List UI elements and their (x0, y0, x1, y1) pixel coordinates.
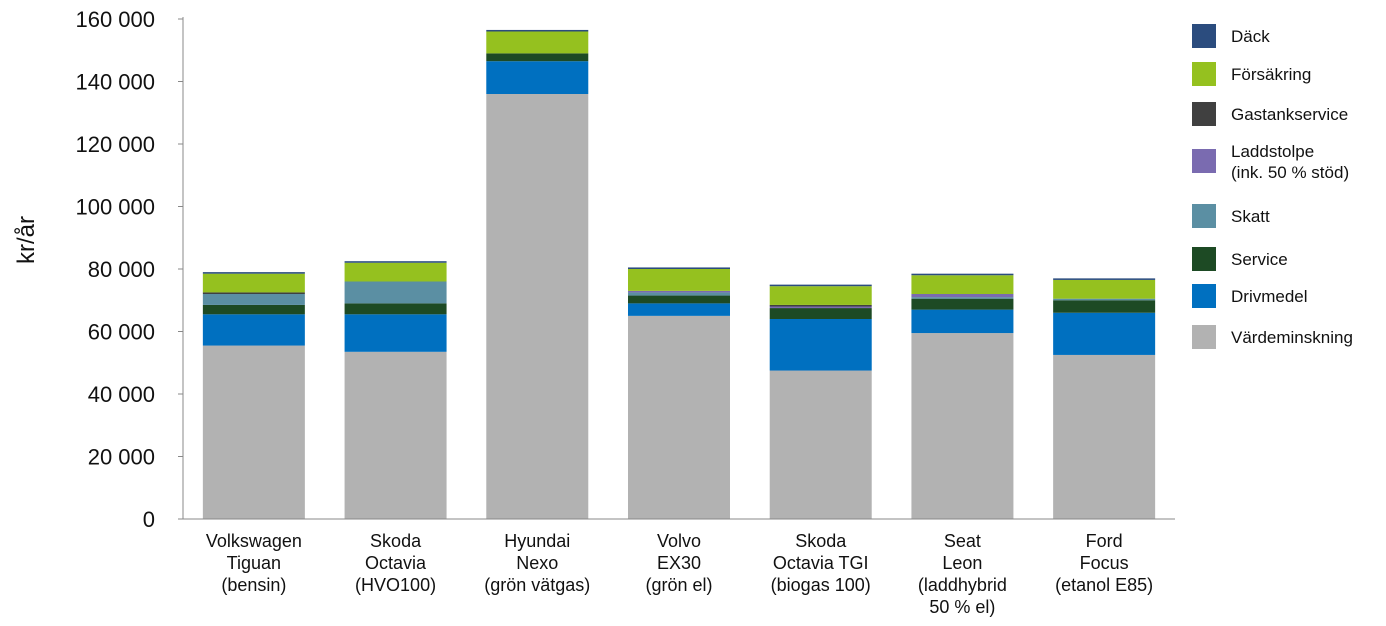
bar-segment (628, 303, 730, 316)
bar-segment (1053, 298, 1156, 301)
x-tick-label: Volvo EX30 (grön el) (645, 531, 712, 595)
y-axis: 0 20 000 40 000 60 000 80 000 100 000 120 000 1… (75, 7, 184, 532)
legend-item: Gastankservice (1192, 102, 1348, 126)
legend-item: Försäkring (1192, 62, 1311, 86)
bar-segment (911, 297, 1014, 299)
bar-segment (769, 304, 872, 307)
legend-item: Värdeminskning (1192, 325, 1353, 349)
legend-swatch (1192, 24, 1216, 48)
bar-segment (344, 281, 447, 304)
bars (202, 29, 1156, 519)
bar-segment (202, 273, 305, 293)
bar-segment (202, 294, 305, 305)
bar-segment (486, 31, 589, 54)
y-tick-label: 100 000 (75, 195, 155, 220)
bar-segment (344, 314, 447, 352)
y-tick-label: 20 000 (88, 445, 155, 470)
legend-swatch (1192, 102, 1216, 126)
legend-label: Gastankservice (1231, 105, 1348, 124)
bar-segment (769, 370, 872, 519)
x-tick-label: Hyundai Nexo (grön vätgas) (484, 531, 590, 595)
legend-item: Drivmedel (1192, 284, 1308, 308)
x-axis: Volkswagen Tiguan (bensin) Skoda Octavia (HVO… (183, 518, 1175, 617)
y-tick-label: 140 000 (75, 70, 155, 95)
bar-segment (1053, 278, 1156, 280)
bar-segment (769, 308, 872, 319)
bar-segment (1053, 300, 1156, 313)
y-tick-label: 40 000 (88, 382, 155, 407)
legend-label: Däck (1231, 27, 1270, 46)
x-tick-label: Skoda Octavia (HVO100) (355, 531, 436, 595)
bar-segment (769, 306, 872, 309)
legend-swatch (1192, 325, 1216, 349)
legend: Däck Försäkring Gastankservice Laddstolpe (i… (1192, 24, 1353, 349)
bar-segment (628, 295, 730, 304)
bar-segment (911, 333, 1014, 519)
bar-segment (202, 292, 305, 294)
legend-item: Skatt (1192, 204, 1270, 228)
bar-segment (628, 269, 730, 291)
legend-label: Service (1231, 250, 1288, 269)
bar-segment (344, 261, 447, 263)
bar-segment (1053, 354, 1156, 519)
x-tick-label: Skoda Octavia TGI (biogas 100) (771, 531, 871, 595)
bar-segment (911, 273, 1014, 276)
legend-label: Värdeminskning (1231, 328, 1353, 347)
bar-segment (1053, 279, 1156, 299)
y-axis-title: kr/år (13, 216, 40, 264)
bar-segment (202, 345, 305, 519)
bar-segment (344, 262, 447, 282)
bar-segment (911, 298, 1014, 310)
bar-segment (344, 351, 447, 519)
bar-segment (911, 294, 1014, 298)
bar-segment (486, 61, 589, 94)
bar-segment (486, 29, 589, 32)
bar-segment (486, 53, 589, 62)
bar-segment (911, 309, 1014, 334)
bar-segment (628, 267, 730, 269)
x-tick-label: Seat Leon (laddhybrid 50 % el) (918, 531, 1007, 617)
bar-segment (202, 272, 305, 274)
bar-segment (628, 292, 730, 296)
bar-segment (769, 319, 872, 371)
y-tick-label: 60 000 (88, 320, 155, 345)
bar-segment (1053, 312, 1156, 355)
bar-segment (769, 284, 872, 287)
y-tick-label: 160 000 (75, 7, 155, 32)
bar-segment (628, 290, 730, 293)
x-tick-label: Ford Focus (etanol E85) (1055, 531, 1153, 595)
legend-label: Laddstolpe (ink. 50 % stöd) (1231, 142, 1349, 182)
bar-segment (911, 275, 1014, 294)
y-tick-label: 80 000 (88, 257, 155, 282)
bar-segment (344, 303, 447, 315)
legend-label: Försäkring (1231, 65, 1311, 84)
legend-item: Service (1192, 247, 1288, 271)
bar-segment (486, 94, 589, 519)
bar-segment (769, 286, 872, 305)
bar-segment (202, 304, 305, 315)
bar-segment (202, 314, 305, 346)
legend-label: Skatt (1231, 207, 1270, 226)
x-tick-label: Volkswagen Tiguan (bensin) (206, 531, 302, 595)
legend-swatch (1192, 247, 1216, 271)
bar-segment (628, 315, 730, 519)
y-tick-label: 120 000 (75, 132, 155, 157)
legend-item: Laddstolpe (ink. 50 % stöd) (1192, 142, 1349, 182)
legend-label: Drivmedel (1231, 287, 1308, 306)
legend-swatch (1192, 149, 1216, 173)
legend-swatch (1192, 204, 1216, 228)
legend-item: Däck (1192, 24, 1270, 48)
legend-swatch (1192, 284, 1216, 308)
y-tick-label: 0 (143, 507, 155, 532)
legend-swatch (1192, 62, 1216, 86)
